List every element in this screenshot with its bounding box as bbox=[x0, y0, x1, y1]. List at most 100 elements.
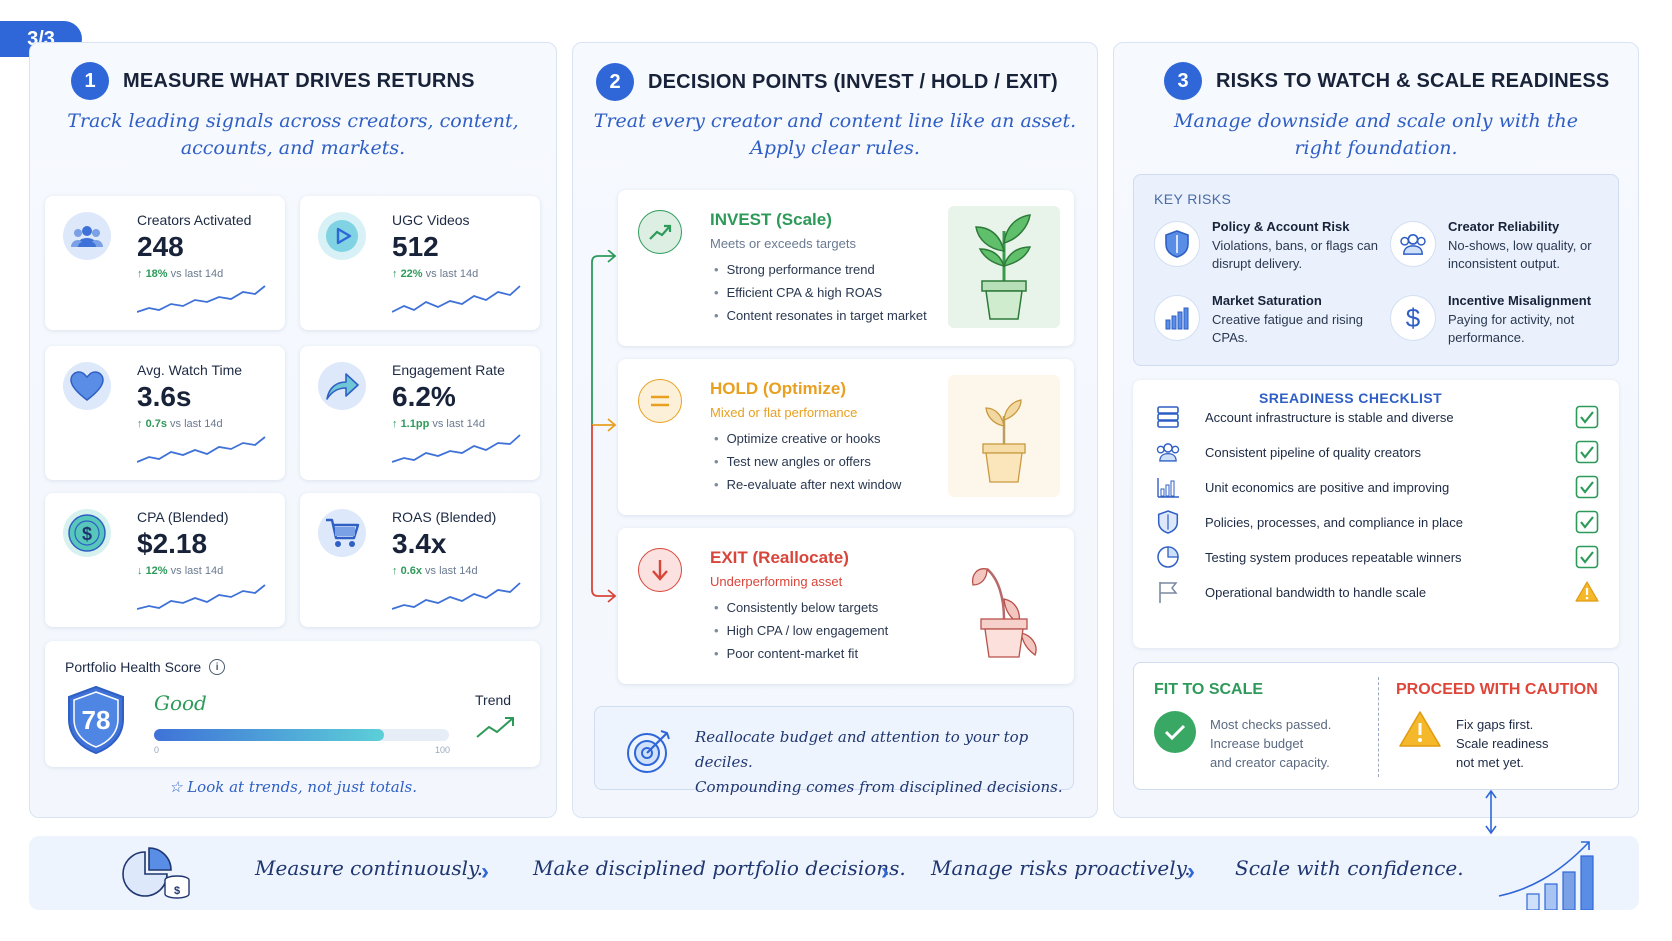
health-label: Portfolio Health Score i bbox=[65, 659, 226, 675]
dollar-icon: $ bbox=[1390, 295, 1436, 341]
risk-desc: Paying for activity, not performance. bbox=[1448, 312, 1575, 345]
invest-title: INVEST (Scale) bbox=[710, 210, 832, 229]
checkbox-checked-icon[interactable] bbox=[1575, 440, 1599, 464]
metric-delta: ↑ 22% vs last 14d bbox=[392, 268, 478, 280]
small-plant-icon bbox=[948, 375, 1060, 497]
chevron-right-icon: › bbox=[1187, 858, 1195, 885]
step-decide: Make disciplined portfolio decisions. bbox=[533, 856, 906, 880]
trend-up-icon bbox=[476, 717, 514, 738]
metric-card-ugc-videos[interactable]: UGC Videos 512 ↑ 22% vs last 14d bbox=[300, 196, 540, 330]
flag-icon bbox=[1153, 580, 1183, 604]
metric-delta: ↓ 12% vs last 14d bbox=[137, 565, 223, 577]
metric-card-creators[interactable]: Creators Activated 248 ↑ 18% vs last 14d bbox=[45, 196, 285, 330]
warning-icon bbox=[1575, 580, 1599, 604]
metric-delta: ↑ 18% vs last 14d bbox=[137, 268, 223, 280]
key-risks-box: KEY RISKS Policy & Account Risk Violatio… bbox=[1133, 174, 1619, 366]
caution-line: not met yet. bbox=[1456, 755, 1524, 770]
metric-label: UGC Videos bbox=[392, 212, 470, 228]
decision-flow-arrows bbox=[591, 250, 617, 603]
checkbox-checked-icon[interactable] bbox=[1575, 405, 1599, 429]
checkbox-checked-icon[interactable] bbox=[1575, 475, 1599, 499]
checklist-item-text: Consistent pipeline of quality creators bbox=[1205, 444, 1422, 460]
exit-title: EXIT (Reallocate) bbox=[710, 548, 849, 567]
metric-value: 512 bbox=[392, 231, 439, 262]
delta-arrow: ↑ bbox=[137, 418, 143, 430]
checklist-item-text: Policies, processes, and compliance in p… bbox=[1205, 514, 1463, 530]
divider bbox=[1378, 677, 1379, 777]
sparkline bbox=[137, 285, 266, 313]
callout-line: Compounding comes from disciplined decis… bbox=[695, 778, 1063, 796]
subtitle-line: right foundation. bbox=[1294, 137, 1458, 159]
info-icon[interactable]: i bbox=[209, 659, 226, 675]
checklist-item: Consistent pipeline of quality creators bbox=[1153, 437, 1599, 467]
subtitle-line: Apply clear rules. bbox=[750, 137, 920, 159]
hold-list: Optimize creative or hooks Test new angl… bbox=[714, 427, 902, 496]
metric-card-watch-time[interactable]: Avg. Watch Time 3.6s ↑ 0.7s vs last 14d bbox=[45, 346, 285, 480]
delta-suffix: vs last 14d bbox=[170, 565, 224, 577]
exit-list: Consistently below targets High CPA / lo… bbox=[714, 596, 889, 665]
users-icon bbox=[63, 212, 111, 260]
star-icon: ☆ bbox=[168, 778, 183, 796]
metric-card-cpa[interactable]: $ CPA (Blended) $2.18 ↓ 12% vs last 14d bbox=[45, 493, 285, 627]
metric-label: ROAS (Blended) bbox=[392, 509, 497, 525]
shield-icon bbox=[1154, 221, 1200, 267]
chevron-right-icon: › bbox=[481, 858, 489, 885]
checklist-item-text: Account infrastructure is stable and div… bbox=[1205, 409, 1454, 425]
metric-card-engagement[interactable]: Engagement Rate 6.2% ↑ 1.1pp vs last 14d bbox=[300, 346, 540, 480]
plant-icon bbox=[948, 206, 1060, 328]
svg-text:$: $ bbox=[82, 524, 92, 544]
list-item: Re-evaluate after next window bbox=[714, 473, 902, 496]
sparkline bbox=[392, 582, 521, 610]
checklist-item-text: Testing system produces repeatable winne… bbox=[1205, 549, 1462, 565]
delta-arrow: ↑ bbox=[137, 268, 143, 280]
panel-2-subtitle: Treat every creator and content line lik… bbox=[572, 108, 1098, 162]
caution-line: Fix gaps first. bbox=[1456, 717, 1534, 732]
callout-line: Reallocate budget and attention to your … bbox=[695, 728, 1029, 771]
checkbox-checked-icon[interactable] bbox=[1575, 545, 1599, 569]
subtitle-line: accounts, and markets. bbox=[180, 137, 406, 159]
hold-title: HOLD (Optimize) bbox=[710, 379, 846, 398]
exit-card[interactable]: EXIT (Reallocate) Underperforming asset … bbox=[618, 528, 1074, 684]
shield-icon bbox=[1153, 509, 1183, 535]
metric-label: CPA (Blended) bbox=[137, 509, 229, 525]
health-progress-fill bbox=[154, 729, 385, 741]
server-icon bbox=[1153, 405, 1183, 429]
hold-card[interactable]: HOLD (Optimize) Mixed or flat performanc… bbox=[618, 359, 1074, 515]
checklist-item: Unit economics are positive and improvin… bbox=[1153, 472, 1599, 502]
equals-icon bbox=[638, 379, 682, 423]
invest-subtitle: Meets or exceeds targets bbox=[710, 236, 856, 251]
panel-3-header: 3 RISKS TO WATCH & SCALE READINESS bbox=[1164, 62, 1609, 100]
panel-3-title: RISKS TO WATCH & SCALE READINESS bbox=[1216, 69, 1610, 92]
panel-1-subtitle: Track leading signals across creators, c… bbox=[29, 108, 557, 162]
cart-icon bbox=[318, 509, 366, 557]
list-item: High CPA / low engagement bbox=[714, 619, 889, 642]
subtitle-line: Treat every creator and content line lik… bbox=[593, 110, 1077, 132]
svg-text:$: $ bbox=[1406, 303, 1421, 333]
metric-label: Engagement Rate bbox=[392, 362, 505, 378]
checklist-item: Account infrastructure is stable and div… bbox=[1153, 402, 1599, 432]
arrow-down-icon bbox=[638, 548, 682, 592]
list-item: Poor content-market fit bbox=[714, 642, 888, 665]
invest-list: Strong performance trend Efficient CPA &… bbox=[714, 258, 927, 327]
delta-value: 18% bbox=[145, 268, 168, 280]
check-circle-icon bbox=[1154, 711, 1196, 753]
warning-icon bbox=[1399, 711, 1441, 747]
risk-title: Market Saturation bbox=[1212, 293, 1322, 308]
trend-up-icon bbox=[638, 210, 682, 254]
scale-max: 100 bbox=[435, 745, 451, 755]
checkbox-checked-icon[interactable] bbox=[1575, 510, 1599, 534]
svg-text:$: $ bbox=[174, 885, 180, 897]
metric-delta: ↑ 1.1pp vs last 14d bbox=[392, 418, 485, 430]
risk-title: Incentive Misalignment bbox=[1448, 293, 1592, 308]
score-shield-icon bbox=[68, 685, 124, 755]
caution-text: Fix gaps first. Scale readiness not met … bbox=[1456, 715, 1549, 772]
panel-2-title: DECISION POINTS (INVEST / HOLD / EXIT) bbox=[648, 70, 1058, 93]
users-icon bbox=[1390, 221, 1436, 267]
delta-arrow: ↑ bbox=[392, 418, 398, 430]
risk-desc: No-shows, low quality, or inconsistent o… bbox=[1448, 238, 1592, 271]
metric-label: Creators Activated bbox=[137, 212, 252, 228]
metric-card-roas[interactable]: ROAS (Blended) 3.4x ↑ 0.6x vs last 14d bbox=[300, 493, 540, 627]
invest-card[interactable]: INVEST (Scale) Meets or exceeds targets … bbox=[618, 190, 1074, 346]
pie-money-icon: $ bbox=[122, 847, 190, 899]
hold-subtitle: Mixed or flat performance bbox=[710, 405, 858, 420]
